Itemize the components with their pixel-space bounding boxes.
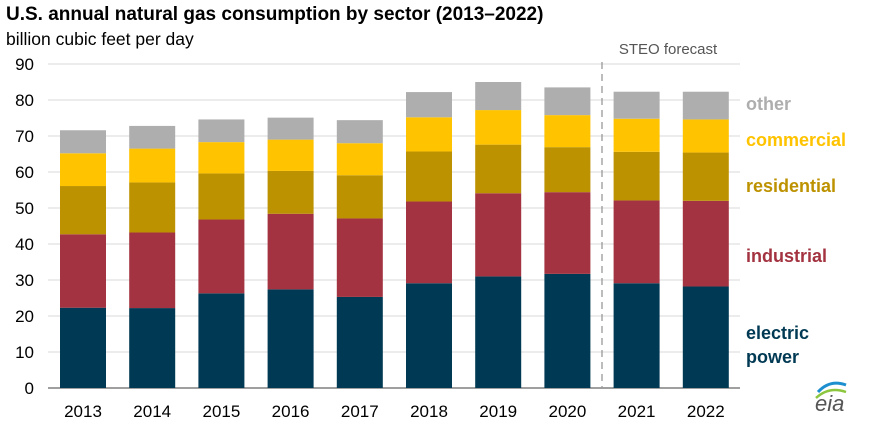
x-tick-label: 2013 [64, 402, 102, 421]
bar-segment-residential [682, 152, 729, 201]
bar-segment-industrial [267, 213, 314, 290]
bar-segment-other [406, 92, 452, 118]
bar-segment-industrial [129, 232, 176, 309]
forecast-label: STEO forecast [619, 41, 718, 58]
bar-segment-electric-power [682, 286, 729, 388]
bar-segment-electric-power [267, 289, 314, 388]
y-tick-label: 30 [15, 271, 34, 290]
bar-segment-other [544, 87, 591, 116]
bar-segment-commercial [336, 143, 383, 176]
y-tick-label: 50 [15, 199, 34, 218]
y-axis-unit-label: billion cubic feet per day [6, 29, 194, 49]
y-axis-ticks: 0 10 20 30 40 50 60 70 80 90 [15, 55, 34, 398]
bar-segment-electric-power [406, 283, 452, 388]
bar-segment-residential [60, 186, 106, 235]
bar-segment-industrial [682, 200, 729, 287]
bar-segment-commercial [544, 115, 591, 148]
y-tick-label: 70 [15, 127, 34, 146]
legend-entry-other: other [746, 94, 791, 114]
bar-segment-other [475, 82, 522, 111]
x-tick-label: 2019 [479, 402, 517, 421]
x-tick-label: 2020 [548, 402, 586, 421]
bar-segment-electric-power [129, 308, 176, 388]
legend-entry-industrial: industrial [746, 246, 827, 266]
legend-entry-electric: electric [746, 323, 809, 343]
y-tick-label: 20 [15, 307, 34, 326]
legend-entry-residential: residential [746, 176, 836, 196]
x-tick-label: 2014 [133, 402, 171, 421]
bar-segment-commercial [406, 117, 452, 152]
y-tick-label: 90 [15, 55, 34, 74]
bar-segment-industrial [475, 193, 522, 277]
bar-segment-other [267, 117, 314, 140]
eia-logo-icon: eia [815, 381, 847, 416]
bar-segment-residential [336, 175, 383, 219]
bar-segment-commercial [613, 118, 660, 152]
eia-logo-arc [816, 381, 847, 394]
x-tick-label: 2022 [687, 402, 725, 421]
bar-segment-commercial [129, 148, 176, 183]
x-tick-label: 2016 [272, 402, 310, 421]
bar-segment-residential [544, 147, 591, 193]
bar-segment-other [60, 130, 106, 154]
x-axis-ticks: 2013 2014 2015 2016 2017 2018 2019 2020 2021 2022 [64, 402, 725, 421]
eia-logo-arc-2 [815, 388, 847, 399]
y-tick-label: 10 [15, 343, 34, 362]
bar-segment-residential [129, 182, 176, 233]
bar-segment-other [198, 119, 245, 143]
bar-segment-industrial [406, 201, 452, 284]
bar-segment-other [682, 91, 729, 120]
bar-segment-industrial [198, 219, 245, 294]
legend: other commercial residential industrial elec… [746, 94, 846, 367]
y-tick-label: 40 [15, 235, 34, 254]
eia-logo-text: eia [815, 391, 844, 416]
bar-segment-residential [475, 144, 522, 194]
legend-entry-power: power [746, 347, 799, 367]
x-tick-label: 2021 [618, 402, 656, 421]
bar-segment-commercial [682, 119, 729, 153]
bar-segment-industrial [60, 234, 106, 308]
bar-segment-electric-power [475, 276, 522, 388]
bar-segment-electric-power [544, 273, 591, 388]
bar-segment-other [129, 125, 176, 149]
bar-segment-electric-power [198, 293, 245, 388]
bar-segment-commercial [198, 142, 245, 174]
legend-entry-commercial: commercial [746, 130, 846, 150]
bar-segment-industrial [613, 200, 660, 284]
x-tick-label: 2015 [202, 402, 240, 421]
bar-segment-electric-power [613, 283, 660, 388]
bar-segment-other [336, 120, 383, 144]
x-tick-label: 2017 [341, 402, 379, 421]
x-tick-label: 2018 [410, 402, 448, 421]
bar-segment-electric-power [336, 296, 383, 388]
chart-title: U.S. annual natural gas consumption by s… [6, 4, 544, 25]
bar-segment-residential [406, 151, 452, 202]
bar-segment-residential [267, 170, 314, 214]
bar-segment-electric-power [60, 307, 106, 388]
bar-segment-industrial [336, 218, 383, 297]
bar-segment-residential [198, 173, 245, 220]
bar-segment-other [613, 91, 660, 119]
y-tick-label: 0 [25, 379, 34, 398]
bar-segment-commercial [267, 139, 314, 171]
bar-segment-residential [613, 151, 660, 201]
y-tick-label: 80 [15, 91, 34, 110]
bar-segment-commercial [60, 153, 106, 187]
bar-segment-industrial [544, 192, 591, 274]
y-tick-label: 60 [15, 163, 34, 182]
bar-segment-commercial [475, 110, 522, 145]
bar-stacks [60, 82, 729, 388]
